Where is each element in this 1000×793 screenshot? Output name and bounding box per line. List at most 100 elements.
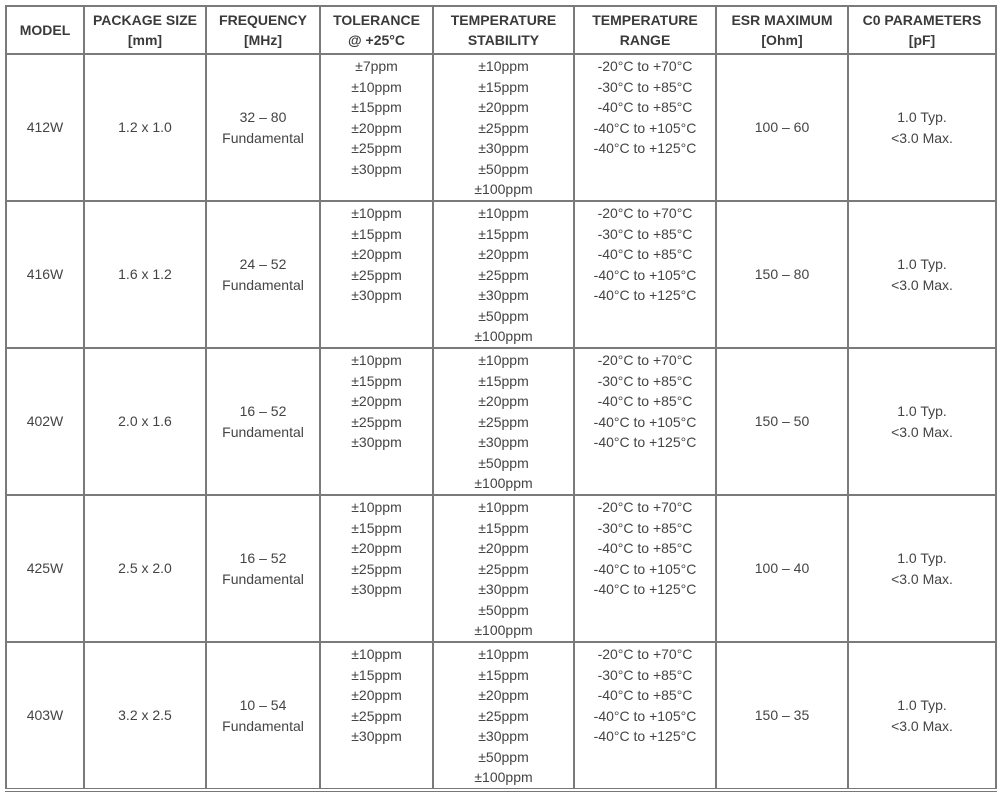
cell-tolerance: ±10ppm ±15ppm ±20ppm ±25ppm ±30ppm (319, 641, 434, 791)
cell-line: ±20ppm (478, 246, 529, 262)
cell-line: 1.0 Typ. (897, 550, 947, 566)
cell-tolerance: ±10ppm ±15ppm ±20ppm ±25ppm ±30ppm (319, 200, 434, 349)
cell-line: ±25ppm (351, 266, 402, 283)
cell-line: ±10ppm (478, 205, 529, 221)
header-model: MODEL (5, 5, 85, 55)
table-row: 403W 3.2 x 2.5 10 – 54 Fundamental ±10ppm ±15… (5, 641, 997, 791)
cell-line: ±100ppm (474, 475, 533, 491)
cell-line: ±10ppm (351, 352, 402, 368)
cell-line: Fundamental (222, 276, 304, 293)
table-row: 402W 2.0 x 1.6 16 – 52 Fundamental ±10ppm ±15… (5, 347, 997, 496)
cell-temperature-range: -20°C to +70°C -30°C to +85°C -40°C to +85… (573, 641, 717, 791)
header-text: ESR MAXIMUM (731, 12, 833, 28)
cell-line: ±15ppm (351, 666, 402, 683)
cell-line: Fundamental (222, 129, 304, 146)
cell-package-size: 2.5 x 2.0 (83, 494, 207, 643)
cell-line: ±25ppm (478, 560, 529, 577)
header-text: @ +25°C (348, 32, 405, 48)
cell-line: ±30ppm (351, 581, 402, 597)
cell-line: ±20ppm (478, 540, 529, 556)
cell-line: ±30ppm (478, 434, 529, 450)
cell-model: 425W (5, 494, 85, 643)
cell-line: ±25ppm (351, 707, 402, 724)
cell-line: ±20ppm (478, 393, 529, 409)
cell-frequency: 16 – 52 Fundamental (205, 494, 321, 643)
cell-line: ±25ppm (478, 119, 529, 136)
cell-c0-parameters: 1.0 Typ. <3.0 Max. (847, 494, 997, 643)
cell-line: ±50ppm (478, 454, 529, 471)
cell-line: ±15ppm (478, 519, 529, 536)
header-text: [MHz] (243, 32, 283, 48)
cell-line: ±20ppm (351, 393, 402, 409)
header-text: STABILITY (467, 32, 540, 48)
cell-line: -40°C to +85°C (597, 540, 693, 556)
header-text: [mm] (127, 32, 163, 48)
cell-line: ±30ppm (478, 581, 529, 597)
cell-line: ±30ppm (478, 140, 529, 156)
cell-line: ±25ppm (478, 413, 529, 430)
cell-line: -40°C to +105°C (593, 266, 697, 283)
cell-temperature-range: -20°C to +70°C -30°C to +85°C -40°C to +85… (573, 53, 717, 202)
table-row: 412W 1.2 x 1.0 32 – 80 Fundamental ±7ppm ±10p… (5, 53, 997, 202)
cell-temperature-stability: ±10ppm ±15ppm ±20ppm ±25ppm ±30ppm ±50ppm ±100… (432, 53, 575, 202)
cell-tolerance: ±10ppm ±15ppm ±20ppm ±25ppm ±30ppm (319, 494, 434, 643)
header-temperature-stability: TEMPERATURE STABILITY (432, 5, 575, 55)
cell-line: ±20ppm (478, 99, 529, 115)
cell-line: ±100ppm (474, 622, 533, 638)
header-c0-parameters: C0 PARAMETERS [pF] (847, 5, 997, 55)
header-temperature-range: TEMPERATURE RANGE (573, 5, 717, 55)
cell-line: -20°C to +70°C (597, 499, 693, 515)
cell-line: 1.0 Typ. (897, 403, 947, 419)
cell-line: ±20ppm (351, 540, 402, 556)
cell-line: -30°C to +85°C (597, 78, 693, 95)
header-text: RANGE (619, 32, 671, 48)
cell-line: -40°C to +105°C (593, 560, 697, 577)
cell-line: ±25ppm (351, 140, 402, 156)
cell-package-size: 1.6 x 1.2 (83, 200, 207, 349)
cell-line: -30°C to +85°C (597, 225, 693, 242)
header-text: TOLERANCE (333, 12, 420, 28)
cell-line: -40°C to +85°C (597, 246, 693, 262)
cell-model: 403W (5, 641, 85, 791)
cell-line: ±15ppm (478, 666, 529, 683)
cell-line: -20°C to +70°C (597, 352, 693, 368)
cell-line: <3.0 Max. (891, 717, 953, 734)
cell-package-size: 3.2 x 2.5 (83, 641, 207, 791)
cell-line: <3.0 Max. (891, 129, 953, 146)
cell-frequency: 24 – 52 Fundamental (205, 200, 321, 349)
cell-line: Fundamental (222, 423, 304, 440)
cell-line: -40°C to +125°C (593, 728, 697, 744)
header-package-size: PACKAGE SIZE [mm] (83, 5, 207, 55)
cell-line: 1.0 Typ. (897, 109, 947, 125)
cell-line: ±10ppm (478, 58, 529, 74)
cell-line: -40°C to +85°C (597, 99, 693, 115)
cell-line: Fundamental (222, 717, 304, 734)
header-text: FREQUENCY (219, 12, 307, 28)
cell-line: ±15ppm (351, 519, 402, 536)
cell-line: -20°C to +70°C (597, 646, 693, 662)
cell-line: -20°C to +70°C (597, 205, 693, 221)
header-esr-maximum: ESR MAXIMUM [Ohm] (715, 5, 849, 55)
cell-line: -40°C to +125°C (593, 434, 697, 450)
cell-line: ±15ppm (351, 225, 402, 242)
table-row: 416W 1.6 x 1.2 24 – 52 Fundamental ±10ppm ±15… (5, 200, 997, 349)
table-row: 425W 2.5 x 2.0 16 – 52 Fundamental ±10ppm ±15… (5, 494, 997, 643)
cell-temperature-range: -20°C to +70°C -30°C to +85°C -40°C to +85… (573, 494, 717, 643)
cell-temperature-stability: ±10ppm ±15ppm ±20ppm ±25ppm ±30ppm ±50ppm ±100… (432, 200, 575, 349)
cell-line: ±20ppm (351, 119, 402, 136)
cell-model: 402W (5, 347, 85, 496)
cell-line: ±7ppm (355, 58, 398, 74)
cell-c0-parameters: 1.0 Typ. <3.0 Max. (847, 347, 997, 496)
cell-line: ±25ppm (478, 707, 529, 724)
cell-line: -40°C to +105°C (593, 119, 697, 136)
cell-line: -40°C to +85°C (597, 687, 693, 703)
cell-c0-parameters: 1.0 Typ. <3.0 Max. (847, 641, 997, 791)
header-row: MODEL PACKAGE SIZE [mm] FREQUENCY [MHz] TOLER… (5, 5, 997, 55)
cell-c0-parameters: 1.0 Typ. <3.0 Max. (847, 53, 997, 202)
cell-line: ±20ppm (351, 246, 402, 262)
cell-line: ±25ppm (351, 560, 402, 577)
header-text: MODEL (19, 22, 71, 38)
cell-line: ±20ppm (351, 687, 402, 703)
cell-line: ±30ppm (351, 160, 402, 177)
crystal-spec-table: MODEL PACKAGE SIZE [mm] FREQUENCY [MHz] TOLER… (5, 5, 997, 792)
